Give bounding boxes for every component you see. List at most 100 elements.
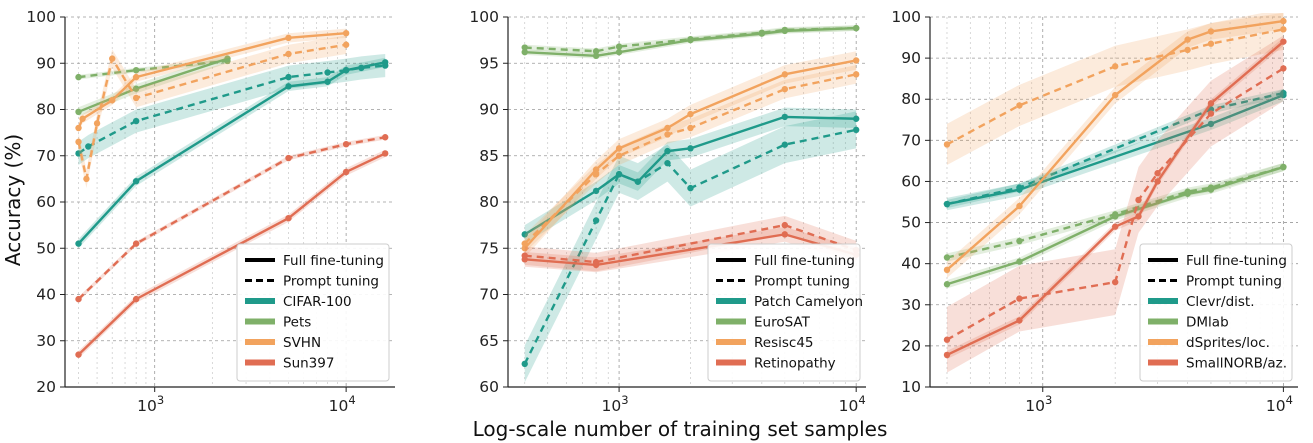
- y-tick-label: 20: [901, 337, 921, 355]
- y-tick-label: 20: [36, 378, 56, 396]
- x-tick-label: 104: [839, 393, 866, 415]
- data-point: [852, 71, 860, 78]
- band-resisc45-full: [524, 51, 857, 258]
- data-point: [1111, 63, 1119, 70]
- legend-label: Sun397: [283, 356, 334, 372]
- data-point: [75, 138, 82, 146]
- band-resisc45-prompt: [524, 65, 857, 253]
- legend-label: Prompt tuning: [283, 274, 379, 290]
- y-tick-label: 100: [891, 8, 921, 26]
- data-point: [852, 57, 860, 64]
- data-point: [75, 73, 82, 81]
- data-point: [1184, 46, 1191, 54]
- data-point: [943, 141, 951, 148]
- series-line-patch-camelyon-prompt: [523, 128, 857, 365]
- data-point: [1280, 17, 1287, 25]
- legend-box: [1139, 243, 1293, 382]
- y-tick-label: 100: [26, 8, 56, 26]
- y-tick-label: 65: [479, 332, 499, 350]
- data-point: [615, 171, 623, 178]
- data-point: [781, 113, 789, 121]
- data-point: [1016, 237, 1023, 245]
- data-point: [852, 126, 860, 134]
- data-point: [109, 55, 116, 62]
- y-tick-label: 30: [36, 332, 56, 350]
- x-tick-label: 104: [1266, 393, 1293, 415]
- data-point: [85, 143, 92, 150]
- data-point: [943, 200, 951, 208]
- data-point: [1154, 170, 1161, 177]
- data-point: [93, 120, 101, 127]
- data-point: [781, 141, 789, 148]
- data-point: [521, 44, 528, 51]
- data-point: [132, 117, 140, 125]
- data-point: [592, 171, 600, 178]
- data-point: [324, 78, 331, 85]
- y-tick-label: 70: [36, 147, 56, 165]
- data-point: [781, 221, 789, 229]
- series-line-dmlab-full: [946, 165, 1284, 286]
- y-tick-label: 50: [36, 239, 56, 257]
- data-point: [1207, 120, 1215, 128]
- legend: Full fine-tuning Prompt tuning Clevr/dist.…: [1139, 243, 1293, 382]
- data-point: [1207, 40, 1215, 47]
- data-point: [664, 124, 671, 132]
- data-point: [521, 231, 528, 238]
- x-tick-label: 103: [602, 393, 629, 415]
- data-point: [1154, 178, 1161, 185]
- data-point: [75, 108, 82, 116]
- legend-label: Resisc45: [754, 335, 814, 351]
- data-point: [1135, 213, 1142, 220]
- data-point: [75, 295, 82, 303]
- y-tick-label: 95: [479, 54, 499, 72]
- legend-label: Retinopathy: [754, 356, 836, 372]
- data-point: [1016, 317, 1023, 324]
- data-point: [132, 73, 140, 81]
- data-point: [664, 159, 671, 167]
- series-line-clevr-dist-prompt: [946, 91, 1284, 206]
- data-point: [943, 254, 951, 261]
- band-patch-camelyon-prompt: [524, 111, 857, 383]
- data-point: [852, 24, 860, 32]
- x-tick-label: 103: [137, 393, 164, 415]
- data-point: [1280, 89, 1287, 97]
- data-point: [382, 62, 389, 69]
- legend-label: Prompt tuning: [1186, 274, 1282, 290]
- data-point: [615, 43, 623, 50]
- band-pets-full: [78, 54, 228, 117]
- data-point: [358, 64, 365, 72]
- data-point: [521, 245, 528, 252]
- data-point: [285, 50, 292, 58]
- y-tick-label: 10: [901, 378, 921, 396]
- y-tick-label: 80: [901, 90, 921, 108]
- data-point: [342, 41, 350, 48]
- data-point: [781, 26, 789, 34]
- band-patch-camelyon-full: [524, 107, 857, 244]
- y-axis-label: Accuracy (%): [1, 134, 25, 266]
- legend: Full fine-tuning Prompt tuning Patch Camel…: [707, 243, 863, 382]
- data-point: [1111, 278, 1119, 286]
- data-point: [342, 140, 350, 148]
- y-tick-label: 100: [469, 8, 499, 26]
- y-tick-label: 70: [901, 131, 921, 149]
- legend-label: SmallNORB/az.: [1186, 356, 1287, 372]
- data-point: [342, 66, 350, 74]
- data-point: [1280, 65, 1287, 72]
- data-point: [592, 52, 600, 60]
- data-point: [592, 166, 600, 173]
- data-point: [83, 175, 90, 183]
- data-point: [615, 145, 623, 152]
- data-point: [1111, 223, 1119, 230]
- x-axis-label: Log-scale number of training set samples: [473, 417, 888, 441]
- data-point: [687, 184, 694, 192]
- data-point: [342, 168, 350, 176]
- band-clevr-dist-prompt: [946, 88, 1284, 209]
- data-point: [521, 252, 528, 259]
- data-point: [687, 36, 694, 43]
- y-tick-label: 90: [36, 54, 56, 72]
- data-point: [382, 150, 389, 157]
- data-point: [592, 48, 600, 55]
- data-point: [79, 115, 86, 122]
- y-tick-label: 40: [901, 255, 921, 273]
- data-point: [615, 152, 623, 159]
